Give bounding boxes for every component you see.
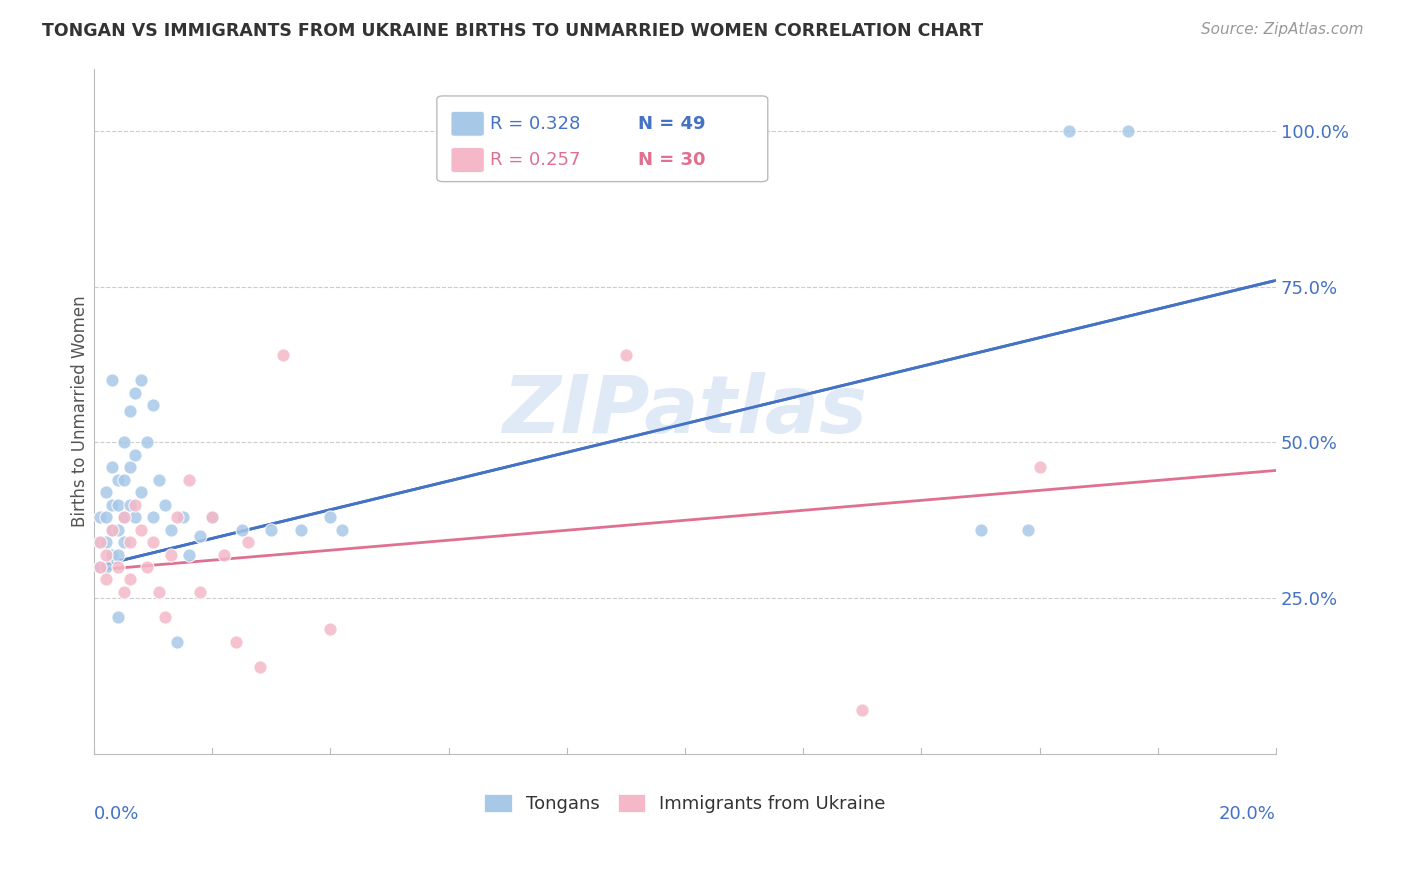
Point [166, 635, 188, 649]
Point [153, 498, 176, 512]
Point [107, 610, 129, 624]
Point [101, 460, 124, 475]
Point [148, 585, 170, 599]
Point [101, 498, 124, 512]
Point [142, 535, 165, 549]
Point [201, 510, 224, 524]
Text: ZIPatlas: ZIPatlas [502, 372, 868, 450]
Point [160, 548, 183, 562]
Point [89, 510, 111, 524]
Point [236, 535, 259, 549]
Point [112, 473, 135, 487]
Point [124, 448, 146, 462]
Point [89, 535, 111, 549]
Point [614, 348, 637, 362]
Point [1057, 124, 1080, 138]
Point [136, 560, 159, 574]
Point [190, 585, 212, 599]
Point [94, 573, 117, 587]
Point [1116, 124, 1139, 138]
FancyBboxPatch shape [451, 112, 484, 136]
Point [969, 523, 991, 537]
Text: N = 49: N = 49 [638, 115, 706, 133]
Text: Source: ZipAtlas.com: Source: ZipAtlas.com [1201, 22, 1364, 37]
Point [271, 348, 294, 362]
Point [177, 473, 200, 487]
Point [1017, 523, 1039, 537]
Text: R = 0.257: R = 0.257 [491, 151, 581, 169]
Point [112, 510, 135, 524]
Point [131, 523, 153, 537]
Point [107, 523, 129, 537]
Point [124, 510, 146, 524]
Point [148, 473, 170, 487]
Point [166, 510, 188, 524]
Text: R = 0.328: R = 0.328 [491, 115, 581, 133]
Point [112, 510, 135, 524]
Point [107, 560, 129, 574]
Point [118, 573, 141, 587]
Point [212, 548, 235, 562]
Point [124, 498, 146, 512]
Point [1028, 460, 1050, 475]
Point [190, 529, 212, 543]
Point [153, 610, 176, 624]
Point [124, 385, 146, 400]
Text: N = 30: N = 30 [638, 151, 706, 169]
Point [107, 548, 129, 562]
Point [94, 535, 117, 549]
Point [851, 703, 873, 717]
Point [260, 523, 283, 537]
Point [177, 548, 200, 562]
Point [319, 510, 342, 524]
Point [201, 510, 224, 524]
Text: TONGAN VS IMMIGRANTS FROM UKRAINE BIRTHS TO UNMARRIED WOMEN CORRELATION CHART: TONGAN VS IMMIGRANTS FROM UKRAINE BIRTHS… [42, 22, 983, 40]
Legend: Tongans, Immigrants from Ukraine: Tongans, Immigrants from Ukraine [477, 787, 893, 821]
Point [131, 373, 153, 387]
Point [94, 485, 117, 500]
Point [142, 510, 165, 524]
Point [160, 523, 183, 537]
Point [89, 560, 111, 574]
Point [89, 535, 111, 549]
Point [107, 498, 129, 512]
Point [319, 623, 342, 637]
Point [101, 523, 124, 537]
Point [112, 435, 135, 450]
Point [142, 398, 165, 412]
Point [101, 373, 124, 387]
Point [225, 635, 247, 649]
Point [330, 523, 353, 537]
Point [112, 585, 135, 599]
Point [101, 548, 124, 562]
Point [118, 498, 141, 512]
Point [107, 473, 129, 487]
Text: 0.0%: 0.0% [94, 805, 139, 823]
Text: 20.0%: 20.0% [1219, 805, 1277, 823]
FancyBboxPatch shape [437, 96, 768, 182]
Point [118, 460, 141, 475]
Point [118, 404, 141, 418]
Point [94, 510, 117, 524]
Point [118, 535, 141, 549]
Point [112, 535, 135, 549]
Point [172, 510, 194, 524]
Y-axis label: Births to Unmarried Women: Births to Unmarried Women [72, 295, 89, 527]
Point [249, 659, 271, 673]
Point [101, 523, 124, 537]
Point [94, 560, 117, 574]
FancyBboxPatch shape [451, 148, 484, 172]
Point [231, 523, 253, 537]
Point [89, 560, 111, 574]
Point [290, 523, 312, 537]
Point [131, 485, 153, 500]
Point [94, 548, 117, 562]
Point [136, 435, 159, 450]
